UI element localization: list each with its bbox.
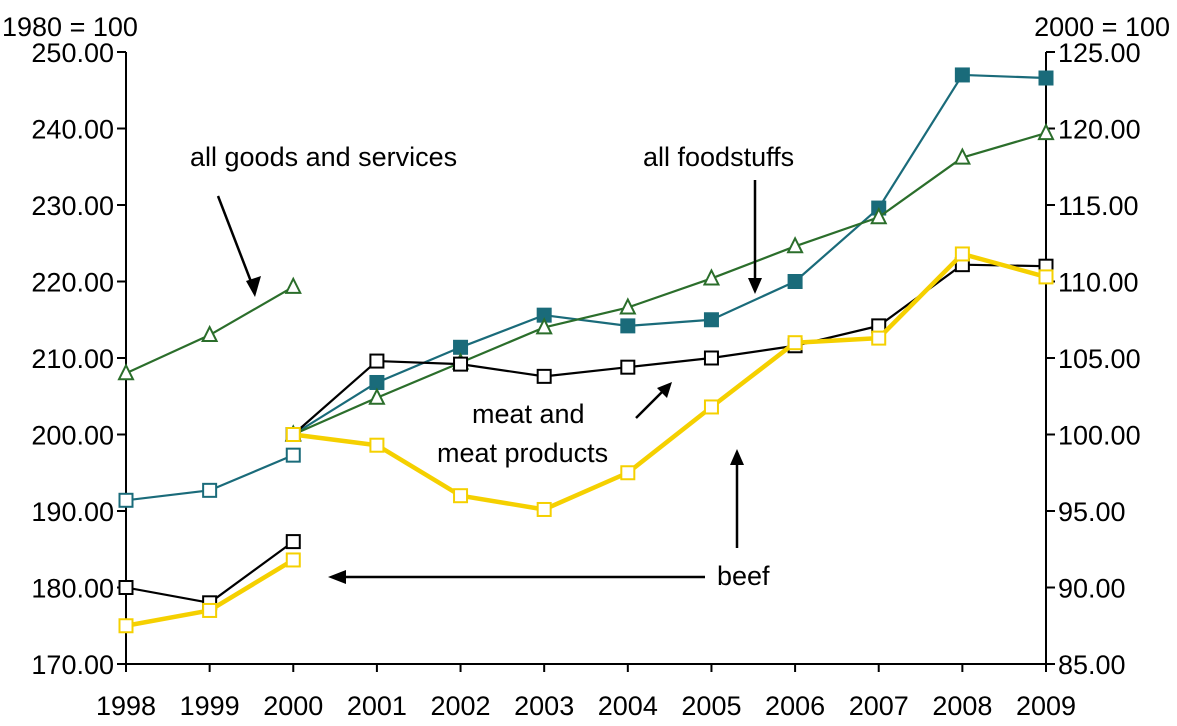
data-point [787,274,803,289]
right-tick-label: 100.00 [1058,421,1141,451]
x-tick-label: 2007 [849,691,909,721]
data-point [703,399,719,415]
data-point [954,246,970,262]
left-tick-label: 210.00 [31,344,114,374]
left-tick-label: 220.00 [31,268,114,298]
data-point [620,359,636,375]
data-point [786,236,804,254]
x-tick-label: 2009 [1016,691,1076,721]
arrowhead-beef-left [328,570,346,584]
data-point [954,67,970,83]
data-point [369,374,385,390]
arrow-meat [635,387,667,419]
data-point [703,312,719,328]
annotation-beef: beef [717,561,770,591]
data-point [620,465,636,481]
data-point [453,488,469,504]
data-point [453,339,469,355]
x-tick-label: 2001 [347,691,407,721]
series-line-1 [292,73,1047,436]
data-point [369,437,385,453]
x-tick-label: 2002 [431,691,491,721]
annotation-all-foodstuffs: all foodstuffs [643,142,794,172]
data-point [201,324,219,343]
data-point [536,368,552,384]
data-point [118,492,134,508]
annotation-meat-line-1: meat and [472,399,585,429]
data-point [619,297,637,315]
x-tick-label: 2003 [514,691,574,721]
x-tick-label: 2000 [263,691,323,721]
right-tick-label: 85.00 [1058,650,1126,680]
data-point [1038,269,1054,285]
arrowhead-all-foodstuffs [748,278,762,294]
data-point [285,427,301,442]
right-tick-label: 115.00 [1058,191,1139,221]
left-tick-label: 190.00 [31,497,114,527]
right-tick-label: 90.00 [1058,574,1126,604]
x-tick-label: 2005 [681,691,741,721]
right-tick-label: 110.00 [1058,268,1139,298]
x-tick-label: 2004 [598,691,658,721]
x-tick-label: 2008 [932,691,992,721]
data-point [536,501,552,517]
series-layer [117,67,1055,634]
arrowhead-beef-up [730,449,744,465]
data-point [202,602,218,618]
data-point [285,447,301,463]
arrowhead-all-goods [246,276,261,297]
data-point [285,552,301,568]
x-tick-label: 1999 [180,691,240,721]
data-point [1038,70,1054,86]
data-point [702,268,721,286]
left-tick-label: 180.00 [31,574,114,604]
data-point [953,147,971,165]
arrowhead-meat [657,382,672,398]
data-point [117,363,135,381]
data-point [787,335,803,351]
data-point [871,330,887,346]
left-tick-label: 230.00 [31,191,114,221]
data-point [368,387,386,405]
data-point [285,534,301,550]
data-point [369,353,385,369]
chart-annotations: all goods and services all foodstuffs me… [190,142,794,591]
data-point [202,482,218,498]
data-point [284,276,302,294]
series-line-4 [125,540,294,604]
right-tick-label: 120.00 [1058,115,1141,145]
data-point [118,618,134,634]
series-line-5 [292,263,1047,436]
x-tick-label: 2006 [765,691,825,721]
chart-axes: 170.00 180.00 190.00 200.00 210.00 220.00 230.… [2,12,1170,721]
right-axis-unit: 2000 = 100 [1034,12,1170,42]
x-tick-label: 1998 [96,691,156,721]
data-point [453,356,469,372]
data-point [118,580,134,595]
annotation-meat-line-2: meat products [437,438,608,468]
series-line-3 [292,132,1047,436]
data-point [620,318,636,334]
left-axis-unit: 1980 = 100 [2,12,138,42]
series-line-7 [292,251,1047,512]
data-point [535,317,553,335]
left-tick-label: 250.00 [31,38,114,68]
data-point [703,350,719,366]
left-tick-label: 200.00 [31,421,114,451]
data-point [870,207,888,225]
left-tick-label: 170.00 [31,650,114,680]
arrow-all-goods [216,195,257,293]
data-point [1037,122,1055,141]
right-tick-label: 95.00 [1058,497,1126,527]
right-tick-label: 105.00 [1058,344,1141,374]
right-tick-label: 125.00 [1058,38,1141,68]
annotation-all-goods: all goods and services [190,142,457,172]
left-tick-label: 240.00 [31,115,114,145]
